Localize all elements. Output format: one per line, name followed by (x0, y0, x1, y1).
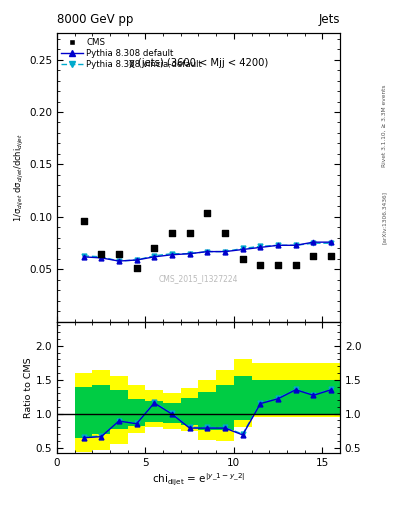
Point (80, 217, 86, 225)
Text: Rivet 3.1.10, ≥ 3.3M events: Rivet 3.1.10, ≥ 3.3M events (382, 84, 387, 167)
Point (98, 249, 105, 258)
Point (222, 228, 228, 237)
X-axis label: chi$_{\rm dijet}$ = e$^{|y\_1 - y\_2|}$: chi$_{\rm dijet}$ = e$^{|y\_1 - y\_2|}$ (152, 472, 245, 488)
Text: CMS_2015_I1327224: CMS_2015_I1327224 (159, 274, 238, 283)
Point (328, 252, 334, 260)
Text: χ (jets) (3600 < Mjj < 4200): χ (jets) (3600 < Mjj < 4200) (129, 58, 268, 68)
Point (151, 244, 157, 252)
Y-axis label: 1/σ$_{dijet}$ dσ$_{dijet}$/dchi$_{dijet}$: 1/σ$_{dijet}$ dσ$_{dijet}$/dchi$_{dijet}… (13, 133, 26, 222)
Legend: CMS, Pythia 8.308 default, Pythia 8.308 vincia-default: CMS, Pythia 8.308 default, Pythia 8.308 … (60, 36, 204, 71)
Text: Jets: Jets (318, 13, 340, 26)
Point (187, 228, 193, 237)
Point (134, 264, 140, 272)
Text: [arXiv:1306.3436]: [arXiv:1306.3436] (382, 191, 387, 244)
Point (169, 228, 175, 237)
Point (116, 249, 122, 258)
Point (310, 252, 317, 260)
Point (240, 255, 246, 263)
Text: 8000 GeV pp: 8000 GeV pp (57, 13, 133, 26)
Y-axis label: Ratio to CMS: Ratio to CMS (24, 357, 33, 418)
Point (292, 261, 299, 269)
Point (257, 261, 264, 269)
Point (275, 261, 281, 269)
Point (204, 209, 211, 217)
